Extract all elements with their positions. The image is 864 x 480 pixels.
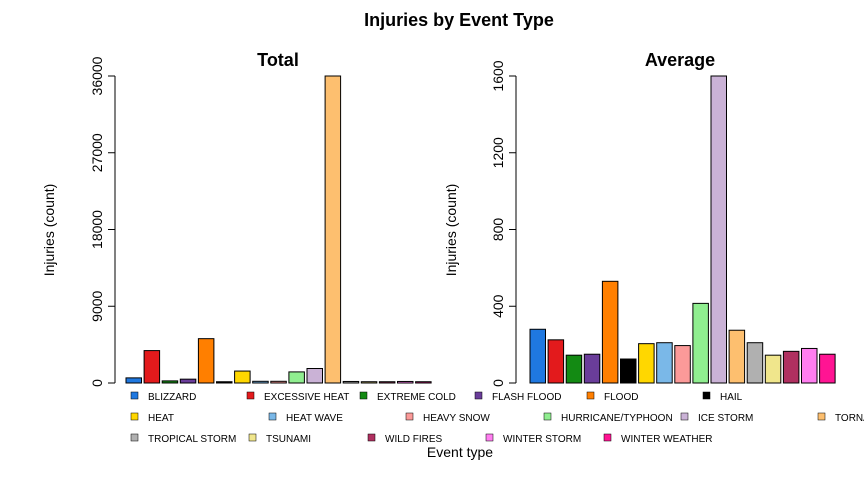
- bars-average: [529, 75, 836, 384]
- bars-total: [125, 75, 432, 384]
- legend-swatch-10: [680, 412, 689, 421]
- legend-label-2: EXTREME COLD: [377, 392, 456, 403]
- bar-average-6: [638, 343, 655, 384]
- bar-total-13: [360, 381, 378, 384]
- bar-average-1: [547, 339, 565, 384]
- y-axis-label-total: Injuries (count): [41, 184, 57, 277]
- legend-label-8: HEAVY SNOW: [423, 413, 490, 424]
- legend-swatch-4: [586, 391, 595, 400]
- bar-average-9: [692, 302, 709, 384]
- bar-average-0: [529, 328, 546, 384]
- legend-label-1: EXCESSIVE HEAT: [264, 392, 349, 403]
- bar-total-14: [378, 381, 396, 384]
- bar-average-4: [601, 280, 619, 384]
- bar-total-2: [161, 380, 179, 384]
- panel-total: Total Injuries (count) 0 9000 18000 27000 36…: [41, 50, 432, 387]
- y-tick-label-average-3: 1200: [490, 137, 506, 168]
- legend-label-3: FLASH FLOOD: [492, 392, 561, 403]
- bar-average-13: [764, 354, 782, 384]
- bar-average-10: [710, 75, 727, 384]
- y-tick-label-average-0: 0: [490, 379, 506, 387]
- bar-average-7: [656, 342, 673, 384]
- legend-swatch-6: [130, 412, 139, 421]
- y-tick-label-total-2: 18000: [89, 210, 105, 249]
- y-axis-label-average: Injuries (count): [443, 184, 459, 277]
- bar-total-11: [324, 75, 342, 384]
- legend-label-12: TROPICAL STORM: [148, 434, 236, 445]
- legend-swatch-16: [603, 433, 612, 442]
- legend-label-11: TORNA: [835, 413, 864, 424]
- bar-average-15: [801, 347, 818, 384]
- legend-label-4: FLOOD: [604, 392, 638, 403]
- y-tick-label-total-1: 9000: [89, 290, 105, 321]
- bar-total-15: [397, 380, 414, 384]
- legend-swatch-15: [485, 433, 494, 442]
- bar-total-6: [234, 370, 251, 384]
- legend-swatch-0: [130, 391, 139, 400]
- legend-label-7: HEAT WAVE: [286, 413, 343, 424]
- y-tick-label-average-4: 1600: [490, 60, 506, 91]
- legend-label-15: WINTER STORM: [503, 434, 581, 445]
- legend-swatch-14: [367, 433, 376, 442]
- legend-label-13: TSUNAMI: [266, 434, 311, 445]
- bar-total-10: [306, 368, 323, 384]
- legend-swatch-13: [248, 433, 257, 442]
- legend-label-5: HAIL: [720, 392, 743, 403]
- legend-label-9: HURRICANE/TYPHOON: [561, 413, 673, 424]
- bar-average-12: [746, 342, 764, 384]
- bar-total-12: [342, 380, 360, 384]
- y-axis-total: 0 9000 18000 27000 36000: [89, 56, 116, 387]
- bar-average-3: [583, 353, 601, 384]
- bar-total-16: [415, 381, 432, 384]
- bar-total-0: [125, 377, 142, 384]
- bar-average-14: [782, 350, 800, 384]
- legend-label-16: WINTER WEATHER: [621, 434, 712, 445]
- bar-total-9: [288, 371, 305, 384]
- y-tick-label-total-4: 36000: [89, 56, 105, 95]
- panel-title-average: Average: [645, 50, 715, 70]
- bar-total-5: [216, 381, 233, 384]
- legend-swatch-5: [702, 391, 711, 400]
- y-tick-label-average-2: 800: [490, 218, 506, 242]
- bar-average-11: [728, 329, 746, 384]
- legend-label-6: HEAT: [148, 413, 174, 424]
- y-tick-label-total-0: 0: [89, 379, 105, 387]
- legend-swatch-8: [405, 412, 414, 421]
- bar-total-7: [252, 380, 269, 384]
- legend-swatch-1: [246, 391, 255, 400]
- bar-average-16: [819, 353, 836, 384]
- legend-label-0: BLIZZARD: [148, 392, 196, 403]
- y-tick-label-total-3: 27000: [89, 133, 105, 172]
- legend-swatch-2: [359, 391, 368, 400]
- bar-average-2: [565, 354, 583, 384]
- bar-average-8: [674, 345, 691, 384]
- legend-swatch-3: [474, 391, 483, 400]
- bar-total-1: [143, 350, 161, 384]
- bar-average-5: [620, 358, 637, 384]
- bar-total-4: [197, 338, 215, 384]
- legend-swatch-12: [130, 433, 139, 442]
- legend-label-14: WILD FIRES: [385, 434, 443, 445]
- legend-swatch-7: [268, 412, 277, 421]
- main-title: Injuries by Event Type: [364, 10, 554, 30]
- legend-label-10: ICE STORM: [698, 413, 753, 424]
- panel-title-total: Total: [257, 50, 299, 70]
- x-axis-label: Event type: [427, 444, 493, 460]
- legend-swatch-11: [817, 412, 826, 421]
- bar-total-8: [270, 380, 287, 384]
- panel-average: Average Injuries (count) 0 400 800 1200 1600: [443, 50, 836, 387]
- legend: BLIZZARD EXCESSIVE HEAT EXTREME COLD FLASH …: [130, 391, 864, 445]
- y-axis-average: 0 400 800 1200 1600: [490, 60, 517, 387]
- legend-swatch-9: [543, 412, 552, 421]
- bar-total-3: [179, 378, 197, 384]
- y-tick-label-average-1: 400: [490, 294, 506, 318]
